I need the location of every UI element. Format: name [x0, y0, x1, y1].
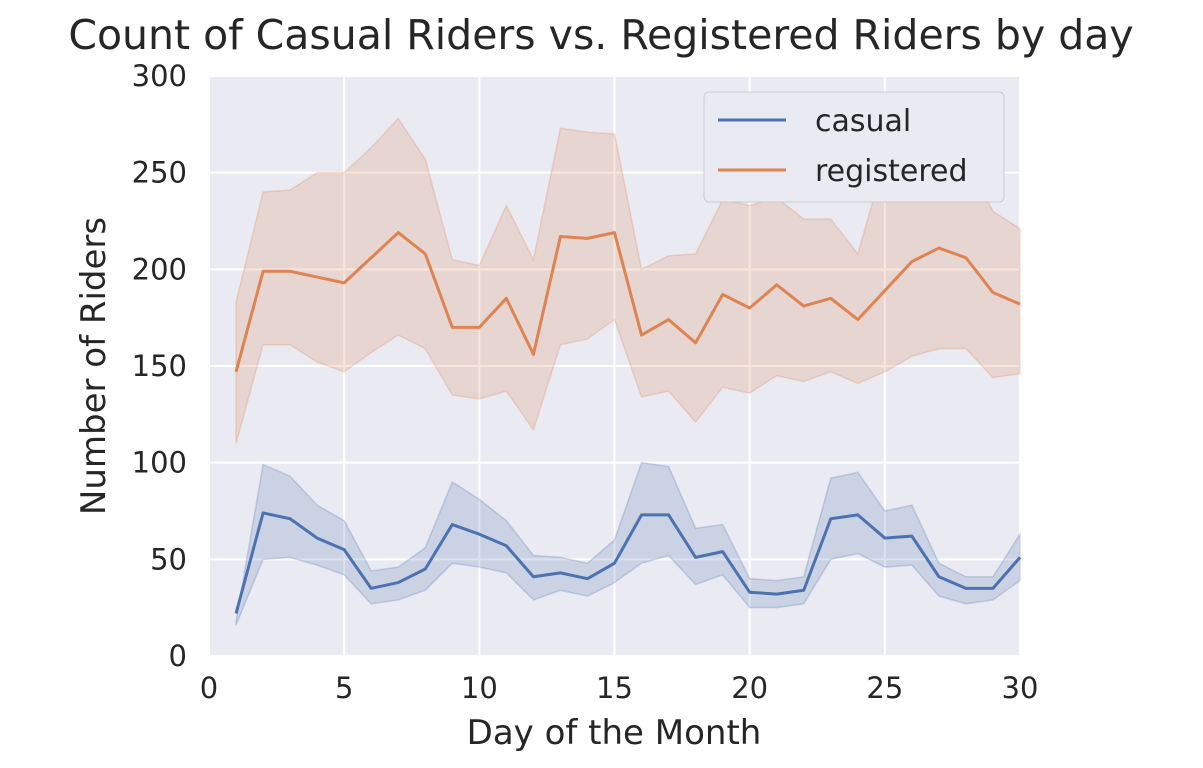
- chart-title: Count of Casual Riders vs. Registered Ri…: [68, 11, 1133, 59]
- x-tick-label: 5: [335, 671, 353, 705]
- y-tick-label: 150: [132, 349, 187, 383]
- legend-label-casual: casual: [815, 104, 911, 139]
- legend: casual registered: [703, 91, 1005, 203]
- y-tick-label: 0: [169, 639, 187, 673]
- y-tick-label: 200: [132, 252, 187, 286]
- grid-lines: [208, 75, 1021, 657]
- y-tick-label: 50: [150, 542, 187, 576]
- x-tick-label: 0: [200, 671, 218, 705]
- x-tick-label: 20: [731, 671, 768, 705]
- series-line-registered: [234, 231, 1021, 373]
- series-lines: [234, 231, 1022, 614]
- legend-label-registered: registered: [815, 154, 968, 189]
- y-tick-label: 250: [132, 156, 187, 190]
- x-tick-label: 25: [866, 671, 903, 705]
- x-tick-label: 15: [596, 671, 633, 705]
- x-axis-title: Day of the Month: [467, 713, 762, 753]
- y-axis-title: Number of Riders: [74, 217, 114, 515]
- series-line-casual: [234, 511, 1022, 614]
- confidence-band-casual: [235, 461, 1021, 626]
- y-tick-label: 300: [132, 59, 187, 93]
- y-tick-label: 100: [132, 446, 187, 480]
- x-tick-label: 10: [461, 671, 498, 705]
- x-tick-label: 30: [1002, 671, 1039, 705]
